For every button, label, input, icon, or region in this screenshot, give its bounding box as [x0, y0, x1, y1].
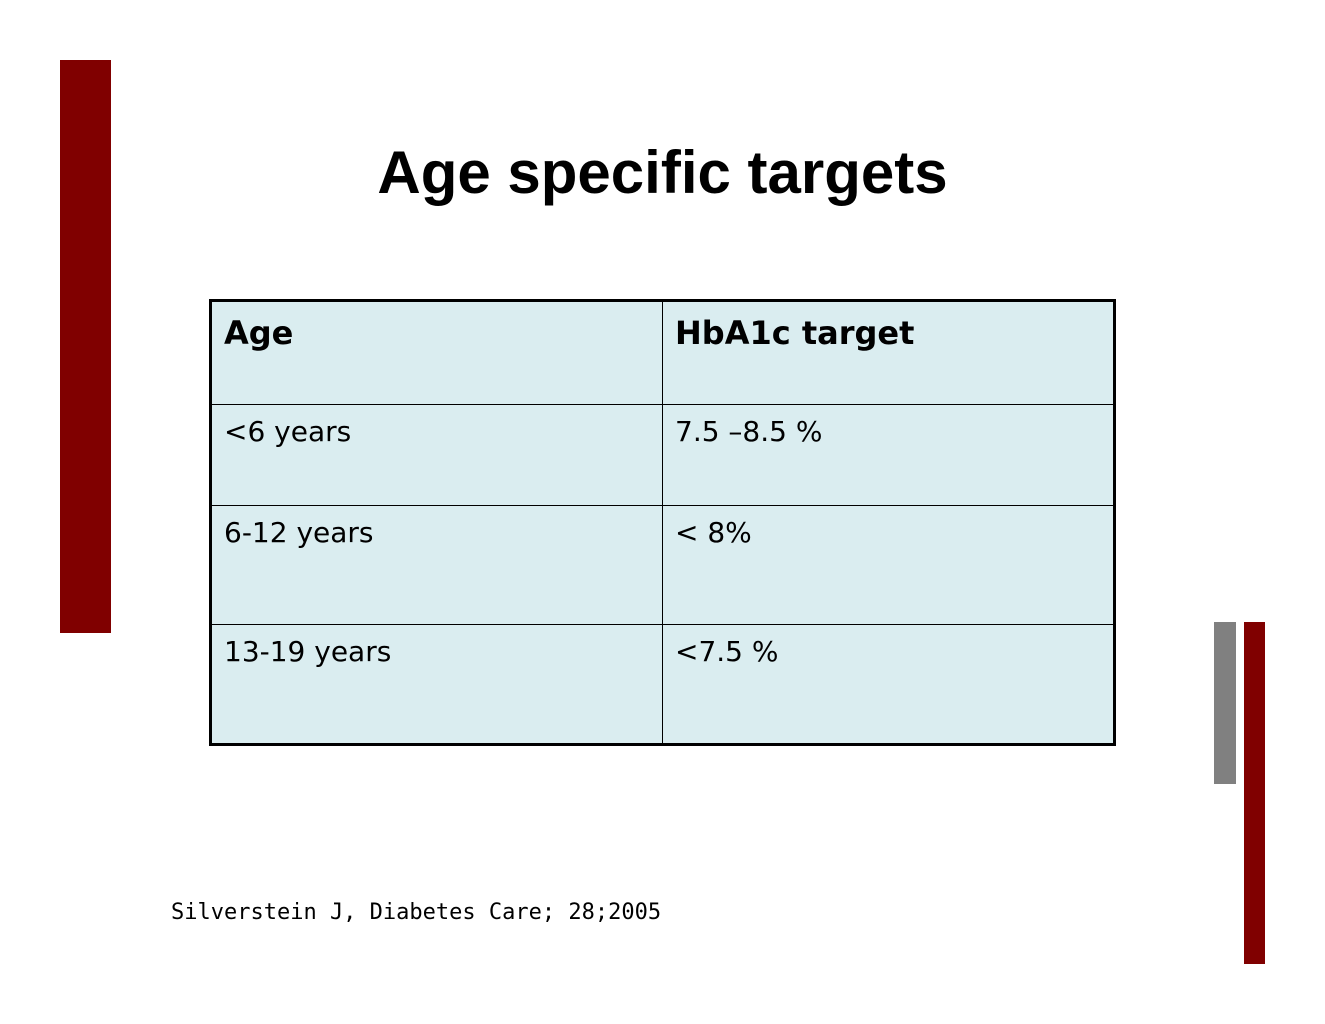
- cell: <7.5 %: [662, 624, 1115, 745]
- cell: <6 years: [210, 404, 663, 506]
- table: Age HbA1c target <6 years 7.5 –8.5 % 6-12 …: [209, 299, 1116, 746]
- cell: 6-12 years: [210, 505, 663, 625]
- right-red-bar: [1244, 622, 1265, 964]
- cell: 13-19 years: [210, 624, 663, 745]
- header-cell: HbA1c target: [662, 300, 1115, 405]
- cell: 7.5 –8.5 %: [662, 404, 1115, 506]
- left-bar: [60, 60, 111, 633]
- right-gray-bar: [1214, 622, 1236, 784]
- title: Age specific targets: [377, 139, 948, 206]
- citation: Silverstein J, Diabetes Care; 28;2005: [171, 900, 662, 925]
- header-cell: Age: [210, 300, 663, 405]
- cell: < 8%: [662, 505, 1115, 625]
